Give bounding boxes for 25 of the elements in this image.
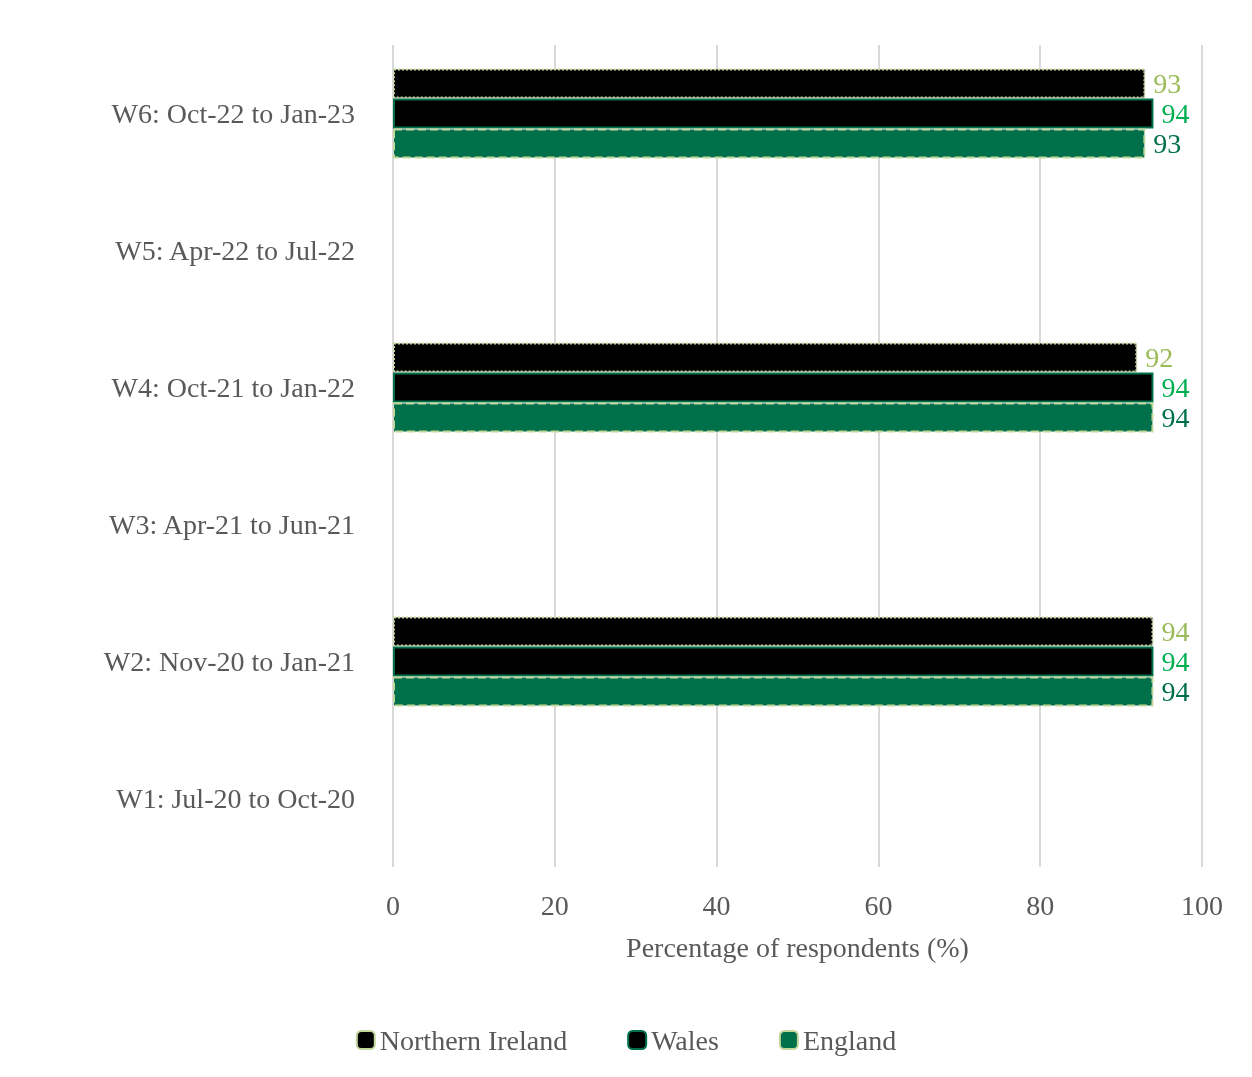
x-tick-label: 100 (1181, 889, 1223, 921)
data-label: 93 (1153, 68, 1182, 99)
data-label: 94 (1161, 676, 1190, 707)
x-axis-title: Percentage of respondents (%) (626, 931, 969, 963)
y-tick-label: W3: Apr-21 to Jun-21 (109, 509, 355, 540)
data-label: 94 (1161, 98, 1190, 129)
x-tick-label: 80 (1026, 889, 1055, 921)
legend-label: Wales (651, 1024, 719, 1056)
y-tick-label: W5: Apr-22 to Jul-22 (115, 235, 355, 266)
data-label: 94 (1161, 616, 1190, 647)
data-label: 94 (1161, 372, 1190, 403)
data-label: 92 (1145, 342, 1174, 373)
y-tick-label: W6: Oct-22 to Jan-23 (111, 98, 355, 129)
data-label: 94 (1161, 402, 1190, 433)
x-tick-label: 20 (540, 889, 569, 921)
legend-label: England (802, 1024, 897, 1056)
y-tick-label: W2: Nov-20 to Jan-21 (103, 646, 355, 677)
y-tick-label: W4: Oct-21 to Jan-22 (111, 372, 355, 403)
x-tick-label: 40 (702, 889, 731, 921)
data-label: 93 (1153, 128, 1182, 159)
data-label: 94 (1161, 646, 1190, 677)
x-tick-label: 0 (386, 889, 400, 921)
legend-label: Northern Ireland (379, 1024, 568, 1056)
y-tick-label: W1: Jul-20 to Oct-20 (116, 783, 355, 814)
x-tick-label: 60 (864, 889, 893, 921)
